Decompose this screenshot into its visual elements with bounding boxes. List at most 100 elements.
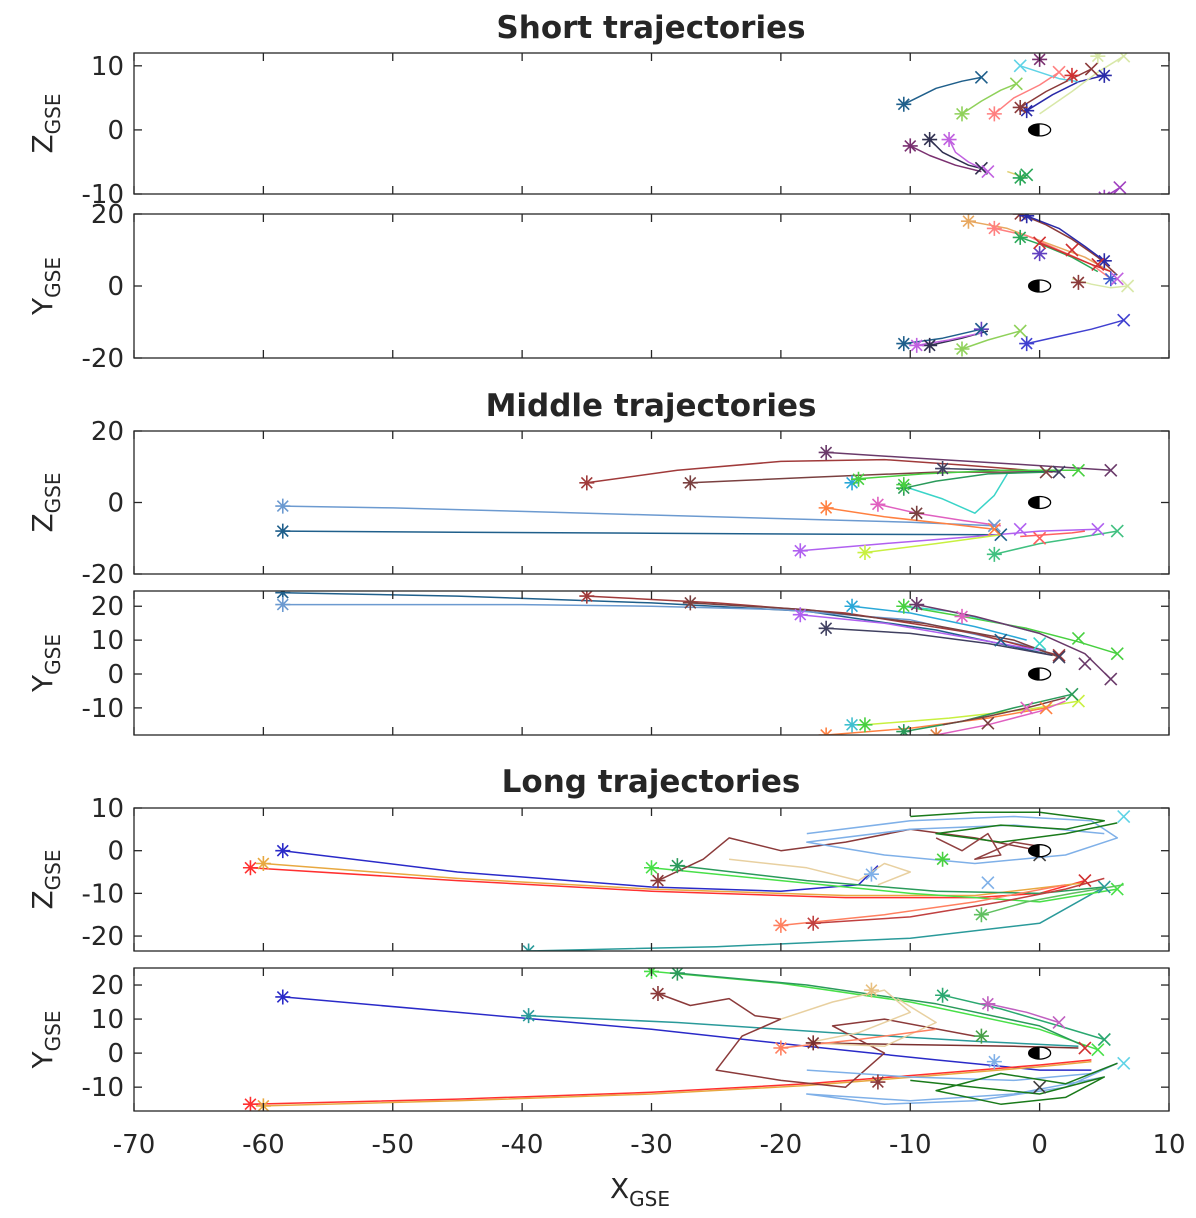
end-marker [1052, 650, 1066, 664]
middle-trajectories-title: Middle trajectories [486, 388, 817, 424]
trajectory-line [851, 469, 1079, 481]
y-axis-label-sub: GSE [41, 849, 65, 890]
trajectory-line [1019, 68, 1092, 109]
y-tick-label: -10 [82, 694, 124, 724]
end-marker [1117, 1056, 1131, 1070]
end-marker [1052, 1015, 1066, 1030]
panel-2: -20 0 20 ZGSE [26, 417, 1170, 590]
end-marker [987, 519, 1001, 533]
panel-frame [133, 807, 1170, 952]
trajectory-line [528, 1014, 1079, 1048]
start-marker [896, 336, 912, 352]
start-marker [1012, 99, 1028, 115]
trajectory-line [528, 886, 1105, 951]
start-marker [255, 855, 271, 871]
start-marker [275, 523, 291, 539]
trajectory-line [586, 458, 1053, 484]
panel-1: -20 0 20 YGSE [26, 200, 1170, 374]
start-marker [1098, 189, 1111, 194]
y-tick-label: 0 [107, 272, 124, 302]
start-marker [896, 477, 912, 493]
end-marker [1104, 463, 1118, 477]
panel-0: -10 0 10 ZGSE [26, 52, 1170, 210]
plot-area [242, 968, 1131, 1111]
earth-night-side-icon [1028, 668, 1040, 681]
trajectory-line [282, 849, 879, 892]
trajectory-line [282, 996, 1092, 1071]
y-tick-label: -20 [82, 560, 124, 590]
end-marker [1033, 1080, 1047, 1094]
end-marker [1039, 701, 1053, 715]
trajectory-line [780, 884, 1066, 927]
start-marker [1019, 214, 1035, 224]
y-axis-label: YGSE [26, 1011, 65, 1070]
start-marker [857, 545, 873, 561]
end-marker [1117, 53, 1131, 63]
start-marker [650, 986, 666, 1002]
end-marker [1013, 59, 1027, 73]
start-marker [986, 546, 1002, 562]
start-marker [863, 866, 879, 882]
end-marker [974, 70, 988, 84]
start-marker [792, 543, 808, 559]
end-marker [1110, 524, 1124, 538]
x-tick-label: -20 [760, 1130, 802, 1160]
trajectory-line [1026, 74, 1105, 112]
end-marker [1097, 1032, 1111, 1047]
start-marker [773, 1040, 789, 1056]
trajectory-line [929, 138, 982, 170]
start-marker [844, 717, 860, 733]
trajectory-line [282, 603, 1047, 652]
end-marker [1052, 65, 1066, 79]
trajectory-line [994, 530, 1118, 556]
start-marker [909, 337, 925, 353]
end-marker [1113, 181, 1127, 194]
y-axis-label-main: Z [26, 890, 59, 909]
start-marker [1103, 271, 1119, 287]
start-marker [973, 1028, 989, 1044]
start-marker [275, 989, 291, 1005]
start-marker [818, 500, 834, 516]
start-marker [986, 106, 1002, 122]
y-tick-label: 20 [91, 417, 124, 447]
earth-night-side-icon [1028, 844, 1040, 857]
trajectory-line [1019, 236, 1099, 273]
start-marker [818, 620, 834, 636]
y-tick-label: 0 [107, 837, 124, 867]
trajectory-line [942, 696, 1066, 726]
end-marker [1110, 882, 1124, 896]
start-marker [1019, 103, 1035, 119]
start-marker [935, 987, 951, 1003]
end-marker [1104, 672, 1118, 686]
start-marker [805, 915, 821, 931]
trajectory-line [948, 139, 989, 173]
start-marker [650, 873, 666, 889]
trajectory-line [282, 591, 1047, 655]
y-tick-label: 10 [91, 52, 124, 82]
start-marker [973, 907, 989, 923]
trajectory-line [935, 832, 1040, 860]
y-tick-label: 20 [91, 200, 124, 230]
y-tick-label: -10 [82, 1073, 124, 1103]
trajectory-line [864, 533, 1001, 554]
end-marker [1052, 465, 1066, 479]
end-marker [1033, 236, 1047, 250]
start-marker [275, 843, 291, 859]
trajectory-line [813, 877, 1105, 925]
y-tick-label: 0 [107, 1039, 124, 1069]
trajectory-line [987, 1003, 1060, 1024]
start-marker [935, 461, 951, 477]
trajectory-line [813, 1042, 1079, 1049]
panel-frame [133, 52, 1170, 195]
start-marker [669, 858, 685, 874]
panel-frame [133, 430, 1170, 575]
panel-5: -10 0 10 20 YGSE [26, 967, 1170, 1112]
x-tick-label: -50 [372, 1130, 414, 1160]
start-marker [682, 475, 698, 491]
start-marker [941, 132, 957, 148]
start-marker [1096, 67, 1112, 83]
trajectory-line [909, 145, 982, 173]
trajectory-line [910, 1062, 1118, 1105]
end-marker [974, 161, 988, 175]
x-tick-label: 0 [1031, 1130, 1048, 1160]
